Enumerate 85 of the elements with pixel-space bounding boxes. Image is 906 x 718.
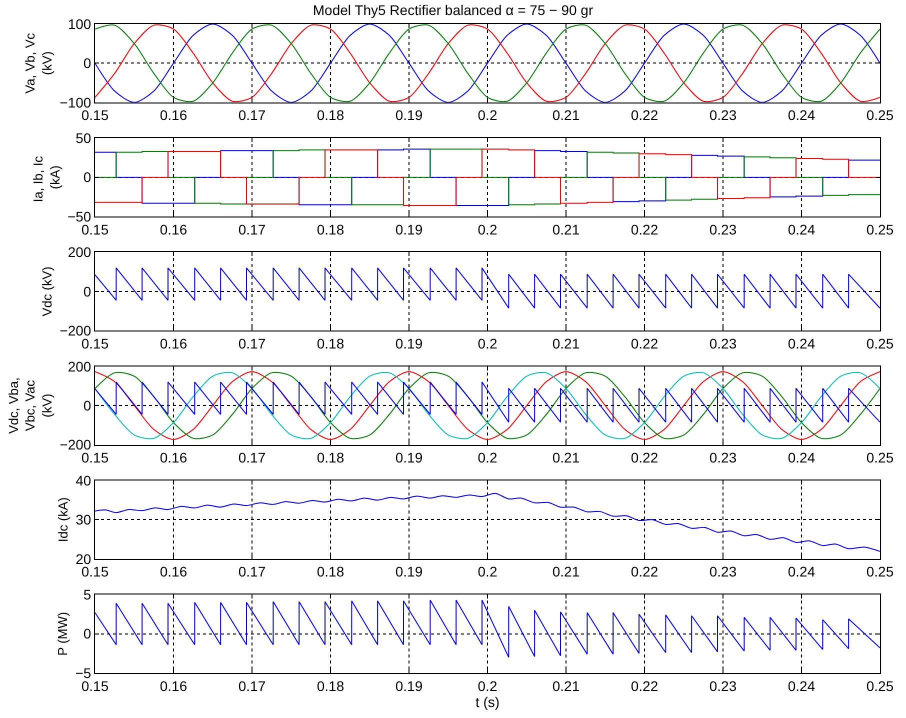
x-tick-label: 0.21 xyxy=(552,678,580,694)
x-tick-label: 0.24 xyxy=(788,221,816,238)
x-tick-label: 0.24 xyxy=(788,335,816,352)
x-tick-label: 0.25 xyxy=(866,450,894,466)
x-tick-label: 0.2 xyxy=(478,564,498,580)
line-series xyxy=(95,382,880,423)
x-tick-label: 0.25 xyxy=(866,678,894,694)
y-axis-title: Va, Vb, Vc (kV) xyxy=(22,32,55,94)
x-tick-label: 0.19 xyxy=(395,107,423,124)
y-axis-title: Ia, Ib, Ic (kA) xyxy=(30,152,62,202)
x-tick-label: 0.23 xyxy=(709,564,737,580)
x-tick-label: 0.23 xyxy=(709,221,737,238)
x-tick-label: 0.23 xyxy=(709,107,737,124)
x-tick-label: 0.16 xyxy=(160,335,188,352)
x-tick-label: 0.19 xyxy=(395,678,423,694)
x-tick-label: 0.16 xyxy=(160,221,188,238)
y-tick-label: 100 xyxy=(68,16,92,32)
x-tick-label: 0.2 xyxy=(478,335,498,352)
y-axis-title: Idc (kA) xyxy=(56,497,71,542)
y-tick-label: 0 xyxy=(83,397,92,414)
x-tick-label: 0.22 xyxy=(630,107,658,124)
x-tick-label: 0.22 xyxy=(630,221,658,238)
x-tick-label: 0.21 xyxy=(552,335,580,352)
x-tick-label: 0.18 xyxy=(316,564,344,580)
x-tick-label: 0.19 xyxy=(395,564,423,580)
y-tick-label: 40 xyxy=(76,472,92,488)
x-tick-label: 0.24 xyxy=(788,107,816,124)
x-tick-label: 0.16 xyxy=(160,107,188,124)
x-tick-label: 0.21 xyxy=(552,221,580,238)
x-tick-label: 0.19 xyxy=(395,221,423,238)
x-tick-label: 0.23 xyxy=(709,450,737,466)
x-tick-label: 0.22 xyxy=(630,564,658,580)
x-tick-label: 0.18 xyxy=(316,107,344,124)
y-axis-title: P (MW) xyxy=(55,612,70,656)
y-axis-title: Vdc, Vba, Vbc, Vac (kV) xyxy=(6,377,55,434)
x-tick-label: 0.22 xyxy=(630,678,658,694)
x-tick-label: 0.21 xyxy=(552,564,580,580)
x-tick-label: 0.24 xyxy=(788,678,816,694)
x-tick-label: 0.17 xyxy=(238,221,266,238)
x-tick-label: 0.25 xyxy=(866,335,894,352)
x-tick-label: 0.23 xyxy=(709,678,737,694)
y-tick-label: 0 xyxy=(83,283,92,300)
x-tick-label: 0.19 xyxy=(395,335,423,352)
x-tick-label: 0.18 xyxy=(316,450,344,466)
x-tick-label: 0.24 xyxy=(788,450,816,466)
x-tick-label: 0.22 xyxy=(630,335,658,352)
chart-title: Model Thy5 Rectifier balanced α = 75 − 90 gr xyxy=(312,2,594,18)
x-tick-label: 0.2 xyxy=(478,107,498,124)
x-tick-label: 0.16 xyxy=(160,564,188,580)
y-tick-label: 0 xyxy=(83,55,92,72)
x-tick-label: 0.23 xyxy=(709,335,737,352)
x-tick-label: 0.17 xyxy=(238,107,266,124)
x-tick-label: 0.18 xyxy=(316,678,344,694)
x-tick-label: 0.17 xyxy=(238,335,266,352)
x-tick-label: 0.18 xyxy=(316,221,344,238)
x-tick-label: 0.16 xyxy=(160,450,188,466)
line-series xyxy=(95,600,880,658)
x-tick-label: 0.16 xyxy=(160,678,188,694)
y-tick-label: 50 xyxy=(76,130,92,146)
y-tick-label: 30 xyxy=(76,512,92,528)
x-tick-label: 0.2 xyxy=(478,450,498,466)
x-tick-label: 0.2 xyxy=(478,678,498,694)
x-tick-label: 0.22 xyxy=(630,450,658,466)
x-tick-label: 0.25 xyxy=(866,107,894,124)
x-tick-label: 0.25 xyxy=(866,564,894,580)
x-tick-label: 0.17 xyxy=(238,450,266,466)
y-axis-title: Vdc (kV) xyxy=(40,266,55,316)
x-tick-label: 0.21 xyxy=(552,450,580,466)
x-tick-label: 0.17 xyxy=(238,678,266,694)
y-tick-label: 0 xyxy=(83,169,92,186)
x-tick-label: 0.25 xyxy=(866,221,894,238)
x-axis-title: t (s) xyxy=(475,694,500,710)
y-tick-label: 200 xyxy=(68,244,92,260)
x-tick-label: 0.21 xyxy=(552,107,580,124)
x-tick-label: 0.18 xyxy=(316,335,344,352)
x-tick-label: 0.24 xyxy=(788,564,816,580)
y-tick-label: 5 xyxy=(83,586,92,602)
y-tick-label: 0 xyxy=(83,626,92,642)
x-tick-label: 0.17 xyxy=(238,564,266,580)
line-series xyxy=(95,492,880,552)
x-tick-label: 0.2 xyxy=(478,221,498,238)
x-tick-label: 0.19 xyxy=(395,450,423,466)
line-series xyxy=(95,24,880,102)
line-series xyxy=(95,267,880,309)
y-tick-label: 200 xyxy=(68,358,92,374)
